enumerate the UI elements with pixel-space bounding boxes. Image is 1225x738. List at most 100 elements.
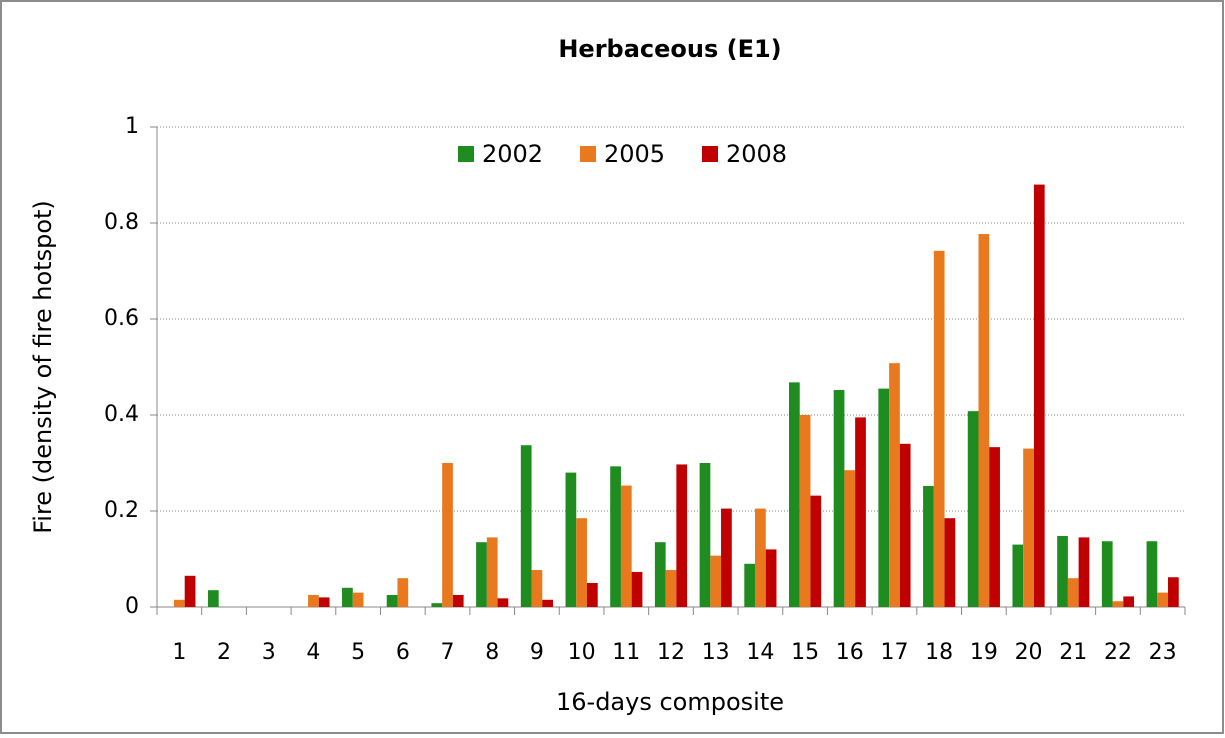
bar [1078, 537, 1090, 607]
x-tick-label: 3 [262, 640, 276, 665]
bar [665, 570, 677, 607]
bar [1067, 578, 1079, 607]
bar [878, 388, 890, 607]
bar [654, 542, 666, 607]
bar [431, 603, 443, 607]
bar [765, 549, 777, 607]
x-tick-label: 4 [306, 640, 320, 665]
bar [967, 411, 979, 607]
x-tick-label: 9 [530, 640, 544, 665]
chart-title: Herbaceous (E1) [558, 35, 781, 63]
bar [899, 443, 911, 607]
bar [923, 486, 934, 607]
bar [1033, 184, 1045, 607]
x-tick-label: 12 [657, 640, 685, 665]
bar [676, 464, 688, 607]
x-tick-label: 23 [1149, 640, 1177, 665]
bar [833, 390, 845, 607]
bar [610, 466, 621, 607]
legend-label: 2008 [726, 140, 787, 168]
bar [565, 472, 577, 607]
bar [989, 447, 1000, 607]
x-tick-label: 18 [925, 640, 953, 665]
x-tick-label: 22 [1104, 640, 1132, 665]
legend-swatch [580, 146, 596, 162]
bar [342, 587, 353, 607]
bar [944, 518, 956, 607]
bar [1123, 596, 1135, 607]
y-tick-label: 0.6 [104, 306, 139, 331]
bar [1112, 601, 1124, 607]
x-tick-label: 16 [836, 640, 864, 665]
bar [207, 590, 219, 607]
x-tick-label: 20 [1015, 640, 1043, 665]
bar [744, 563, 756, 607]
bar [710, 555, 722, 607]
bar [844, 470, 856, 607]
y-tick-label: 0.8 [104, 210, 139, 235]
bar [452, 595, 464, 607]
bar [586, 583, 598, 607]
bar [631, 571, 643, 607]
x-tick-label: 17 [880, 640, 908, 665]
bar [1168, 577, 1179, 607]
y-tick-label: 0 [125, 594, 139, 619]
x-axis-label: 16-days composite [556, 688, 784, 716]
bar [699, 463, 711, 607]
bar [318, 597, 330, 607]
bar [755, 508, 766, 607]
x-tick-label: 21 [1059, 640, 1087, 665]
bar [576, 518, 587, 607]
x-tick-label: 7 [441, 640, 455, 665]
x-tick-label: 8 [485, 640, 499, 665]
legend-label: 2005 [604, 140, 665, 168]
bar [855, 417, 866, 607]
y-tick-label: 1 [125, 114, 139, 139]
bar [184, 575, 196, 607]
x-tick-label: 13 [702, 640, 730, 665]
bar [520, 445, 532, 607]
x-tick-label: 19 [970, 640, 998, 665]
bar [1157, 592, 1169, 607]
bar [386, 595, 398, 607]
bar [308, 595, 319, 607]
bar [397, 578, 409, 607]
bar [799, 415, 811, 607]
x-tick-label: 2 [217, 640, 231, 665]
bar [173, 599, 185, 607]
bar [352, 592, 364, 607]
x-tick-label: 14 [746, 640, 774, 665]
bar [620, 485, 632, 607]
x-tick-label: 1 [172, 640, 186, 665]
y-tick-label: 0.2 [104, 498, 139, 523]
bar [1057, 535, 1068, 607]
bar [486, 537, 498, 607]
legend-swatch [458, 146, 474, 162]
x-tick-label: 11 [612, 640, 640, 665]
x-tick-label: 5 [351, 640, 365, 665]
bar [1146, 541, 1158, 607]
x-tick-label: 6 [396, 640, 410, 665]
bar [933, 250, 945, 607]
bar [476, 542, 487, 607]
bar [542, 599, 554, 607]
bar [889, 363, 900, 607]
bar [442, 463, 453, 607]
legend-label: 2002 [482, 140, 543, 168]
bar [788, 382, 800, 607]
bar [721, 508, 732, 607]
y-tick-label: 0.4 [104, 402, 139, 427]
bar [978, 234, 990, 608]
bar [810, 495, 822, 607]
bar [1023, 448, 1034, 607]
x-tick-label: 10 [568, 640, 596, 665]
bar [531, 570, 543, 607]
bar [497, 598, 509, 607]
bar [1101, 541, 1113, 607]
y-axis-label: Fire (density of fire hotspot) [29, 200, 57, 534]
x-tick-label: 15 [791, 640, 819, 665]
legend-swatch [702, 146, 718, 162]
bar [1012, 544, 1024, 607]
